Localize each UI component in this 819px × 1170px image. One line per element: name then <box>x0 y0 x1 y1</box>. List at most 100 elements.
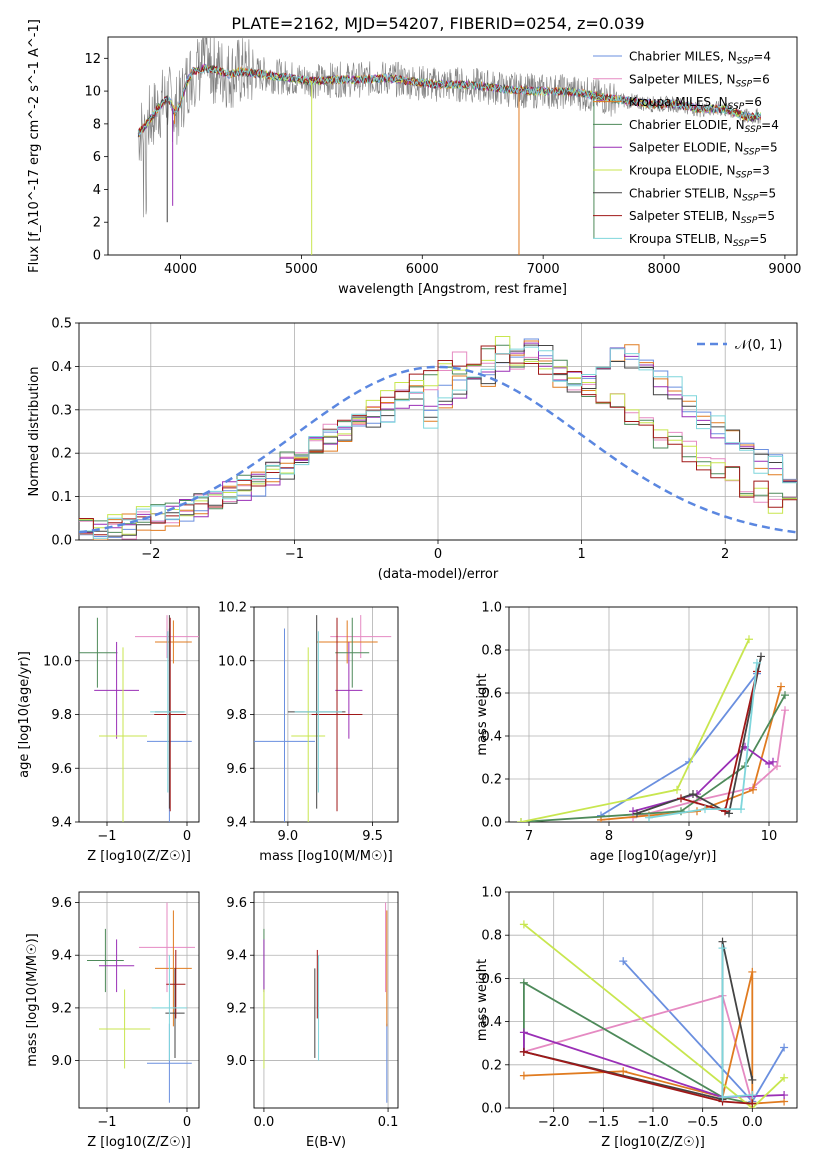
y-axis-label: age [log10(age/yr)] <box>17 651 32 778</box>
normal-reference-curve <box>79 365 797 534</box>
histogram-steps <box>79 336 797 540</box>
x-tick-label: −1 <box>97 829 116 844</box>
x-tick-label: 0.0 <box>254 1115 275 1130</box>
weight-marker <box>769 757 777 766</box>
x-axis-label: Z [log10(Z/Z☉)] <box>87 849 191 864</box>
y-tick-label: 9.4 <box>226 949 247 964</box>
x-tick-label: 9.0 <box>278 829 299 844</box>
weight-marker <box>519 978 528 987</box>
axes-frame <box>253 606 399 823</box>
x-tick-label: 9000 <box>768 262 801 277</box>
x-tick-label: −1 <box>97 1115 116 1130</box>
weight-marker <box>718 1093 727 1102</box>
weight-marker <box>519 1047 528 1056</box>
histogram-series-5 <box>79 336 797 535</box>
x-tick-label: 0 <box>183 1115 191 1130</box>
x-tick-label: 7000 <box>527 262 560 277</box>
x-tick-label: −2.0 <box>538 1115 570 1130</box>
x-tick-label: 8 <box>605 829 613 844</box>
x-tick-label: 9.5 <box>362 829 383 844</box>
weight-marker <box>745 635 753 644</box>
weight-marker <box>701 805 709 814</box>
legend-label: Kroupa ELODIE, NSSP=3 <box>629 164 770 181</box>
y-tick-label: 9.4 <box>51 816 72 831</box>
x-tick-label: −0.5 <box>687 1115 719 1130</box>
x-axis-label: mass [log10(M/M☉)] <box>259 849 392 864</box>
y-tick-label: 0.4 <box>481 1015 502 1030</box>
axes-3: 9.0 9.5 9.4 9.6 9.8 10.0 10.2 mass [log10(M/M☉)… <box>218 601 399 864</box>
weight-marker <box>748 1075 757 1084</box>
legend-label: Chabrier STELIB, NSSP=5 <box>629 186 776 203</box>
weight-marker <box>753 658 761 667</box>
y-tick-label: 2 <box>93 216 101 231</box>
error-crosses <box>263 902 388 1103</box>
y-tick-label: 9.0 <box>226 1054 247 1069</box>
legend-label: Chabrier MILES, NSSP=4 <box>629 50 771 67</box>
axes-frame <box>253 891 399 1109</box>
y-tick-label: 9.2 <box>51 1001 72 1016</box>
axes-frame <box>78 606 200 823</box>
y-tick-label: 12 <box>84 52 101 67</box>
y-tick-label: 0.2 <box>481 1058 502 1073</box>
x-tick-label: −2 <box>141 547 160 562</box>
x-tick-label: 7 <box>525 829 533 844</box>
histogram-series-8 <box>79 346 797 539</box>
weight-marker <box>718 944 727 953</box>
axes-5: −1 0 9.0 9.2 9.4 9.6 Z [log10(Z/Z☉)] mass [log1… <box>25 891 200 1150</box>
x-axis-label: wavelength [Angstrom, rest frame] <box>338 282 567 297</box>
model-spectrum-7 <box>137 65 762 134</box>
weight-marker <box>689 790 697 799</box>
weight-marker <box>781 691 789 700</box>
weight-marker <box>677 794 685 803</box>
weight-marker <box>519 920 528 929</box>
y-tick-label: 0.2 <box>481 773 502 788</box>
y-tick-label: 9.8 <box>51 708 72 723</box>
y-tick-label: 10.0 <box>218 654 247 669</box>
x-tick-label: −1.0 <box>637 1115 669 1130</box>
y-tick-label: 0.2 <box>51 447 72 462</box>
x-tick-label: 4000 <box>164 262 197 277</box>
y-tick-label: 4 <box>93 183 101 198</box>
y-tick-label: 10.0 <box>43 654 72 669</box>
weight-lines <box>519 920 789 1108</box>
y-tick-label: 9.0 <box>51 1054 72 1069</box>
y-tick-label: 0.4 <box>51 360 72 375</box>
y-tick-label: 0.6 <box>481 687 502 702</box>
weight-lines <box>517 635 789 822</box>
weight-series-3 <box>520 694 786 822</box>
x-tick-label: 6000 <box>406 262 439 277</box>
legend-label: Salpeter ELODIE, NSSP=5 <box>629 141 778 158</box>
weight-marker <box>749 785 757 794</box>
legend-label: Salpeter MILES, NSSP=6 <box>629 72 770 89</box>
y-tick-label: 0.0 <box>481 1102 502 1117</box>
legend-label: Chabrier ELODIE, NSSP=4 <box>629 118 779 135</box>
axes-2: −1 0 9.4 9.6 9.8 10.0 Z [log10(Z/Z☉)] age [log1… <box>17 606 200 864</box>
weight-marker <box>645 813 653 822</box>
y-tick-label: 0 <box>93 249 101 264</box>
histogram-series-7 <box>79 345 797 536</box>
y-tick-label: 10 <box>84 85 101 100</box>
y-tick-label: 0.4 <box>481 730 502 745</box>
weight-marker <box>748 1091 757 1100</box>
y-tick-label: 0.0 <box>481 816 502 831</box>
y-tick-label: 9.8 <box>226 708 247 723</box>
axes-6: 0.0 0.1 9.0 9.2 9.4 9.6 E(B-V) <box>226 891 399 1150</box>
y-tick-label: 8 <box>93 117 101 132</box>
x-axis-label: Z [log10(Z/Z☉)] <box>87 1135 191 1150</box>
y-tick-label: 9.2 <box>226 1001 247 1016</box>
y-tick-label: 0.3 <box>51 403 72 418</box>
weight-marker <box>619 1067 628 1076</box>
y-tick-label: 9.6 <box>226 896 247 911</box>
x-tick-label: 5000 <box>285 262 318 277</box>
legend-label: Kroupa MILES, NSSP=6 <box>629 95 762 112</box>
axes-4: 7 8 9 10 0.0 0.2 0.4 0.6 0.8 1.0 age [log10(age/yr… <box>475 601 798 864</box>
x-axis-label: (data-model)/error <box>378 567 499 582</box>
x-axis-label: age [log10(age/yr)] <box>590 849 717 864</box>
y-tick-label: 9.4 <box>51 949 72 964</box>
weight-marker <box>519 1028 528 1037</box>
y-tick-label: 0.8 <box>481 644 502 659</box>
error-crosses <box>254 615 392 822</box>
y-axis-label: Normed distribution <box>27 367 42 497</box>
error-crosses <box>79 615 199 822</box>
